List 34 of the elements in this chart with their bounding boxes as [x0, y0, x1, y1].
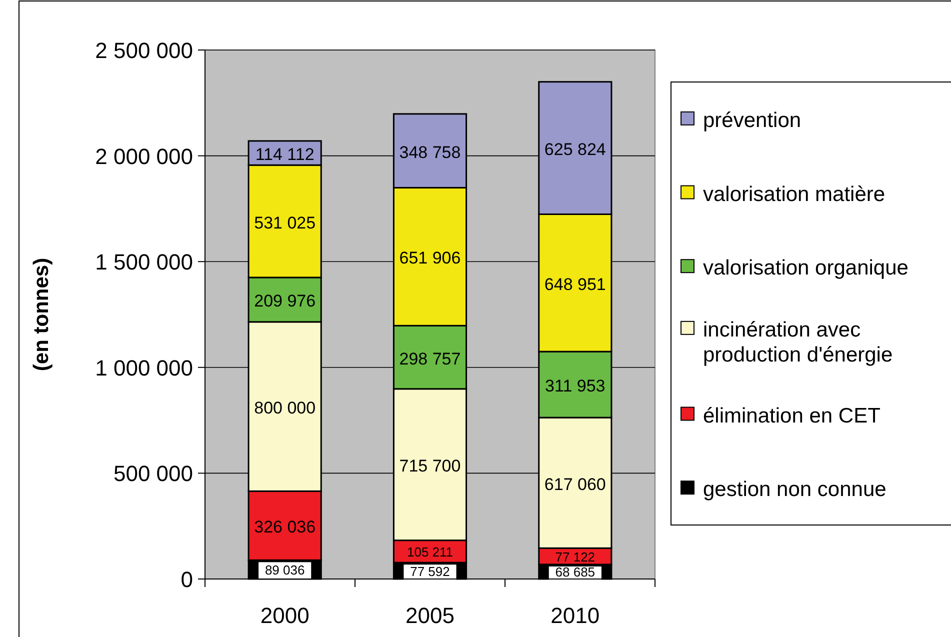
legend-label: valorisation organique	[703, 256, 908, 280]
x-tick-label: 2010	[550, 603, 600, 628]
data-label: 209 976	[254, 292, 316, 311]
legend-label: prévention	[703, 108, 802, 132]
legend-label: incinération avec production d'énergie	[703, 318, 893, 366]
data-label: 77 122	[555, 549, 596, 564]
data-label: 326 036	[254, 518, 316, 537]
data-label: 77 592	[410, 564, 450, 579]
data-label: 68 685	[555, 564, 596, 580]
data-label: 311 953	[545, 376, 606, 396]
data-label: 298 757	[399, 349, 461, 368]
y-tick-label: 1 500 000	[95, 250, 193, 275]
y-axis-title: (en tonnes)	[30, 258, 53, 372]
legend-label: élimination en CET	[703, 404, 881, 428]
y-tick-label: 0	[180, 567, 193, 592]
data-label: 114 112	[255, 145, 314, 164]
legend-label: valorisation matière	[703, 182, 886, 206]
y-tick-label: 500 000	[113, 461, 193, 486]
data-label: 89 036	[264, 562, 305, 578]
data-label: 651 906	[399, 248, 461, 268]
y-tick-label: 1 000 000	[95, 355, 193, 380]
y-tick-label: 2 500 000	[95, 38, 193, 63]
data-label: 800 000	[254, 398, 316, 418]
data-label: 105 211	[406, 544, 454, 560]
y-tick-label: 2 000 000	[95, 144, 193, 169]
x-tick-label: 2000	[260, 603, 310, 628]
data-label: 625 824	[544, 140, 606, 160]
data-label: 348 758	[399, 142, 461, 162]
data-label: 617 060	[544, 474, 606, 494]
x-tick-label: 2005	[406, 603, 454, 628]
data-label: 531 025	[254, 213, 316, 232]
legend-label: gestion non connue	[703, 478, 886, 502]
data-label: 715 700	[399, 456, 461, 476]
data-label: 648 951	[544, 274, 606, 294]
